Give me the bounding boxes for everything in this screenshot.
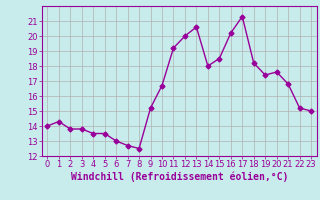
X-axis label: Windchill (Refroidissement éolien,°C): Windchill (Refroidissement éolien,°C): [70, 172, 288, 182]
